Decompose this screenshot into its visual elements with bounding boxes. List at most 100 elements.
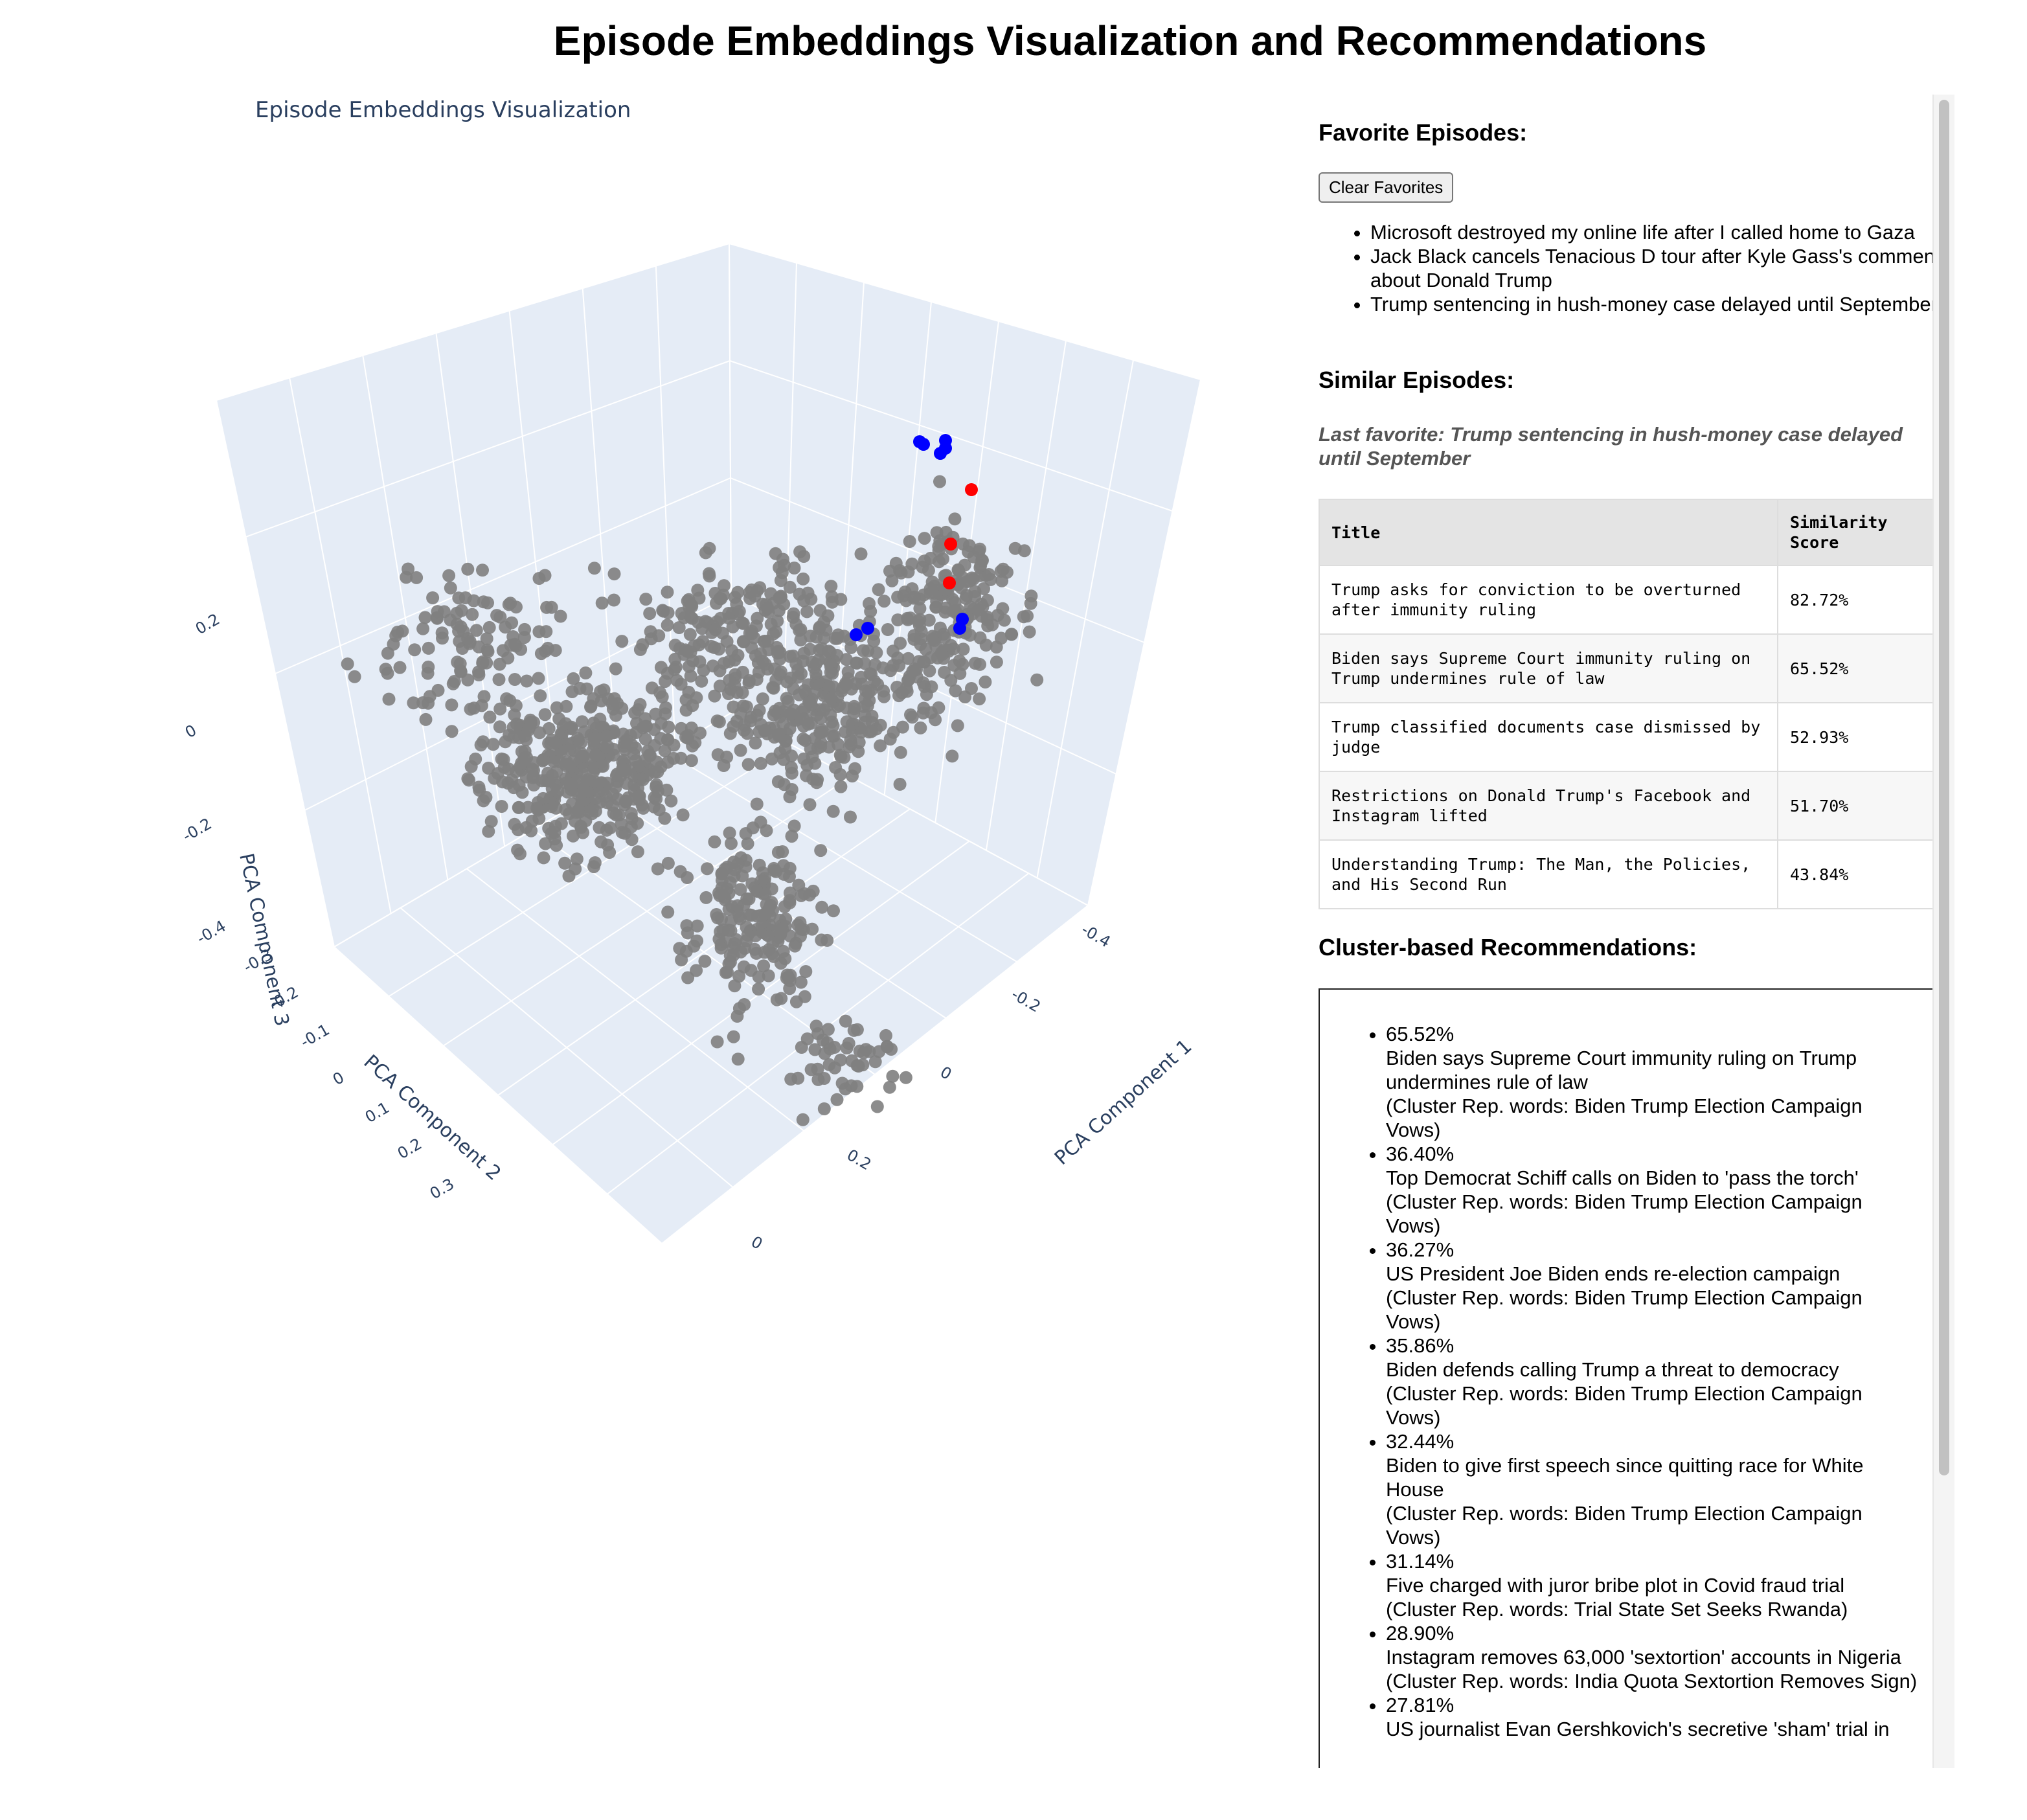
x-axis-label: PCA Component 1 [1050,1035,1196,1170]
episode-point [780,675,794,688]
last-favorite-note: Last favorite: Trump sentencing in hush-… [1319,423,1903,470]
episode-point [781,695,795,708]
episode-point [745,909,758,922]
episode-point [771,644,785,658]
item-title: Biden says Supreme Court immunity ruling… [1386,1047,1857,1093]
episode-point [719,966,732,979]
panel-scrollbar[interactable] [1932,95,1954,1768]
episode-point [883,1080,896,1094]
favorite-item: Jack Black cancels Tenacious D tour afte… [1370,244,1953,292]
table-row[interactable]: Biden says Supreme Court immunity ruling… [1319,633,1936,703]
favorite-item: Microsoft destroyed my online life after… [1370,220,1953,244]
episode-point [982,568,995,581]
table-row[interactable]: Understanding Trump: The Man, the Polici… [1319,839,1936,909]
episode-point [741,837,754,850]
episode-point [1025,589,1038,603]
episode-point [834,780,848,793]
episode-point [400,571,413,584]
episode-point [814,844,828,858]
episode-point [793,624,806,637]
episode-point [679,693,693,707]
episode-point [718,579,730,593]
episode-point [729,933,743,946]
scatter-3d-plot[interactable]: -0.4 -0.2 0 0.2 -0.3 -0.2 -0.1 0 0.1 0.2 0.3 -0.4 -0… [104,91,1295,1269]
episode-point [787,562,801,574]
episode-point [736,869,749,883]
episode-point [785,783,798,796]
episode-point [422,641,435,655]
episode-point [629,754,642,768]
clear-favorites-button[interactable]: Clear Favorites [1319,172,1454,203]
x-tick-label: -0.2 [1008,985,1044,1016]
episode-point [592,785,606,799]
episode-point [885,1043,898,1056]
episode-point [567,672,580,685]
list-item: 36.27%US President Joe Biden ends re-ele… [1386,1238,1921,1334]
episode-point [589,721,603,734]
episode-point [757,959,771,973]
episode-point [1023,625,1036,639]
scrollbar-thumb[interactable] [1939,100,1949,1475]
table-row[interactable]: Restrictions on Donald Trump's Facebook … [1319,771,1936,841]
episode-point [690,691,703,705]
episode-point [584,700,598,712]
episode-point [542,722,556,735]
episode-point [715,867,729,880]
episode-point [918,532,931,545]
episode-point [839,1014,852,1028]
episode-point [633,643,647,656]
column-header-title: Title [1319,499,1778,566]
episode-point [865,683,878,697]
episode-point [389,629,403,643]
episode-point [477,595,490,609]
row-title: Understanding Trump: The Man, the Polici… [1319,839,1778,909]
episode-point [767,681,780,695]
episode-point [676,808,690,822]
item-score: 35.86% [1386,1334,1455,1357]
z-tick-label: 0.2 [192,610,223,638]
item-score: 31.14% [1386,1550,1455,1573]
episode-point [554,609,567,623]
episode-point [794,975,808,989]
table-header-row: Title Similarity Score [1319,499,1936,566]
episode-point [480,632,493,646]
episode-point [681,926,694,940]
episode-point [476,655,490,668]
episode-point [586,759,600,773]
episode-point [817,631,831,644]
episode-point [756,692,769,705]
episode-point [446,677,460,690]
list-item: 65.52%Biden says Supreme Court immunity … [1386,1022,1921,1142]
episode-point [865,725,878,738]
episode-point [742,892,756,905]
table-row[interactable]: Trump classified documents case dismisse… [1319,702,1936,772]
episode-point [483,711,497,724]
episode-point [796,1113,810,1126]
episode-point [704,639,718,653]
episode-point [445,725,459,738]
item-title: Biden defends calling Trump a threat to … [1386,1358,1839,1381]
episode-point [979,676,992,688]
table-row[interactable]: Trump asks for conviction to be overturn… [1319,565,1936,635]
episode-point [638,753,651,767]
episode-point [800,605,814,619]
episode-point [803,643,817,656]
episode-point [933,534,947,547]
episode-point [957,643,970,656]
episode-point [830,1093,844,1106]
scatter-3d-canvas[interactable]: -0.4-0.200.2-0.3-0.2-0.100.10.20.3-0.4-0… [104,91,1295,1269]
row-title: Biden says Supreme Court immunity ruling… [1319,633,1778,703]
episode-point [629,741,642,755]
episode-point [664,794,678,808]
episode-point [639,712,652,725]
episode-point [476,563,489,577]
episode-point [674,677,688,691]
episode-point [981,619,995,633]
cluster-recommendations-box[interactable]: 65.52%Biden says Supreme Court immunity … [1319,988,1935,1768]
episode-point [674,751,688,765]
episode-point [725,837,738,850]
favorite-point [939,442,952,455]
episode-point [655,690,669,703]
episode-point [695,674,708,688]
episode-point [870,1100,884,1113]
